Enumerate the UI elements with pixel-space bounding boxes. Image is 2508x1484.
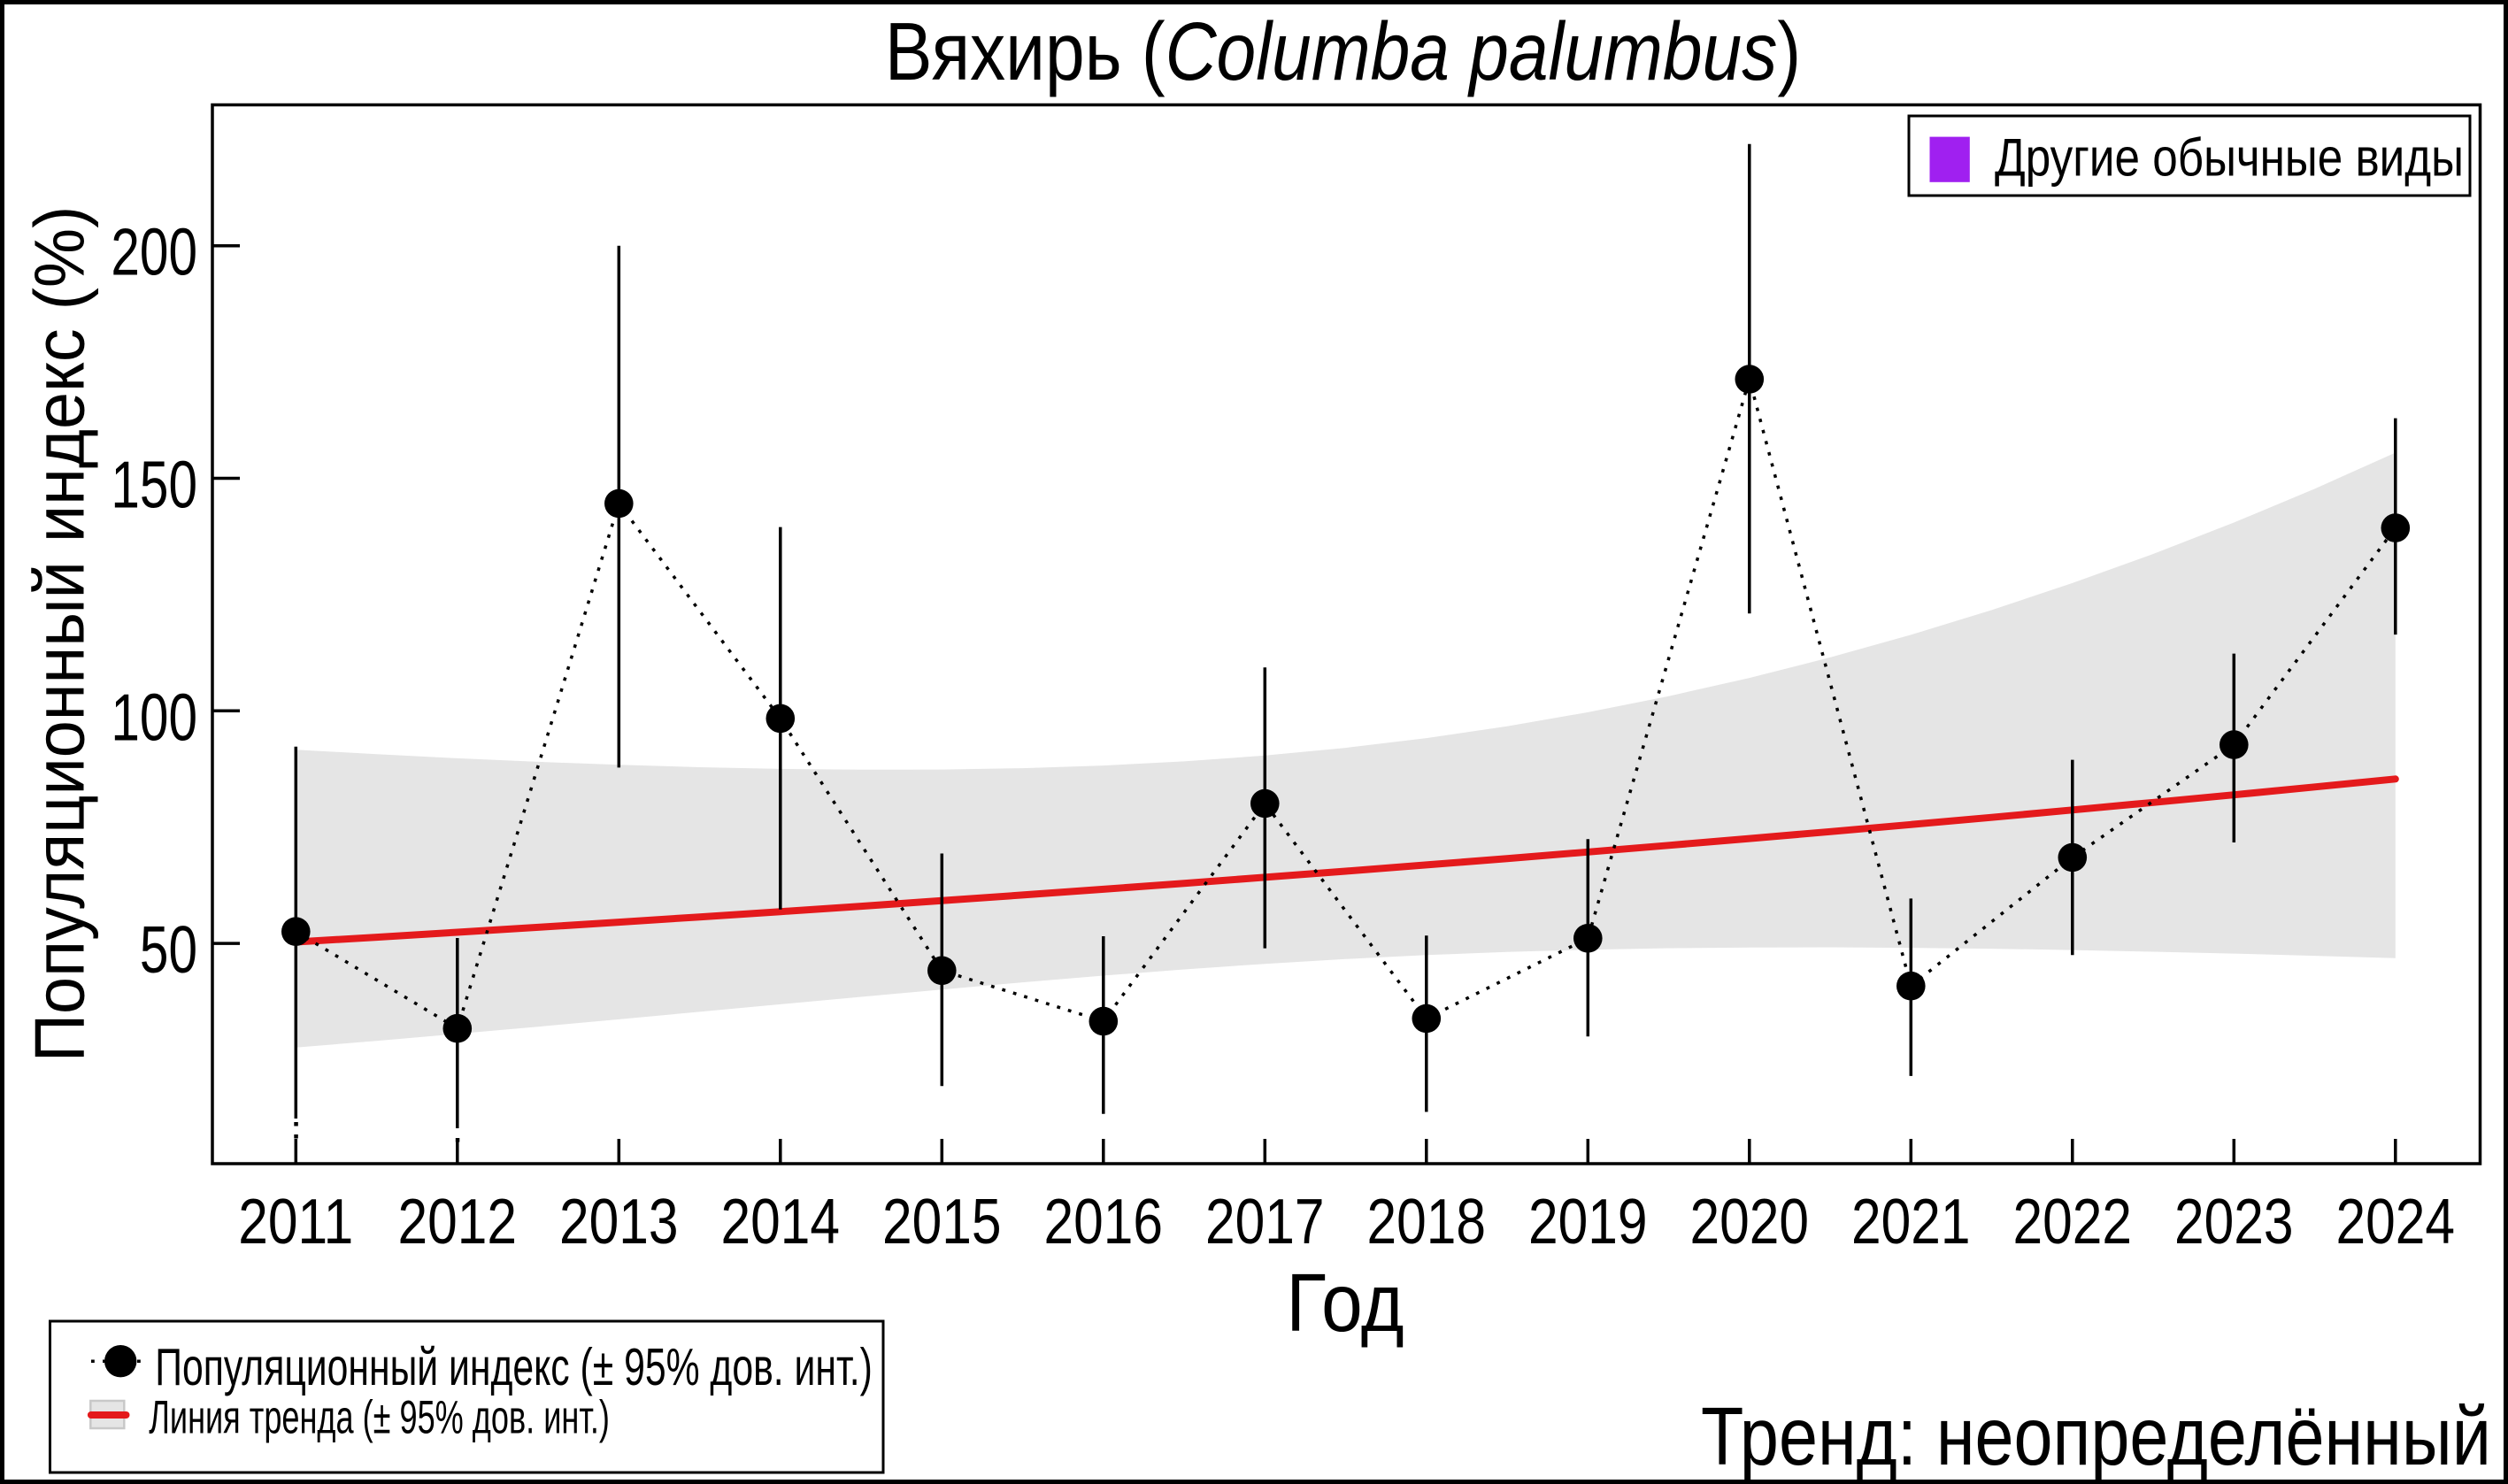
svg-text:2015: 2015: [882, 1187, 1002, 1257]
svg-text:2013: 2013: [559, 1187, 679, 1257]
svg-text:2017: 2017: [1205, 1187, 1325, 1257]
svg-text:Тренд: неопределённый: Тренд: неопределённый: [1701, 1391, 2491, 1482]
svg-text:Вяхирь (Columba palumbus): Вяхирь (Columba palumbus): [885, 6, 1801, 98]
svg-text:2019: 2019: [1528, 1187, 1648, 1257]
svg-text:2023: 2023: [2174, 1187, 2294, 1257]
svg-text:2020: 2020: [1690, 1187, 1810, 1257]
svg-text:2016: 2016: [1044, 1187, 1164, 1257]
svg-text:2022: 2022: [2013, 1187, 2133, 1257]
svg-text:2012: 2012: [398, 1187, 518, 1257]
svg-text:2018: 2018: [1367, 1187, 1487, 1257]
svg-text:Линия тренда (± 95% дов. инт.): Линия тренда (± 95% дов. инт.): [149, 1391, 610, 1444]
svg-text:100: 100: [111, 680, 197, 755]
svg-text:150: 150: [111, 449, 197, 523]
svg-text:200: 200: [111, 216, 197, 290]
svg-text:2021: 2021: [1851, 1187, 1971, 1257]
svg-text:2024: 2024: [2336, 1187, 2456, 1257]
svg-text:50: 50: [140, 913, 197, 988]
svg-text:2014: 2014: [721, 1187, 841, 1257]
svg-text:Популяционный индекс (± 95% до: Популяционный индекс (± 95% дов. инт.): [155, 1337, 873, 1396]
svg-text:2011: 2011: [238, 1187, 353, 1257]
svg-text:Год: Год: [1286, 1257, 1404, 1349]
svg-text:Другие обычные виды: Другие обычные виды: [1995, 127, 2464, 188]
svg-text:Популяционный индекс (%): Популяционный индекс (%): [21, 206, 99, 1063]
